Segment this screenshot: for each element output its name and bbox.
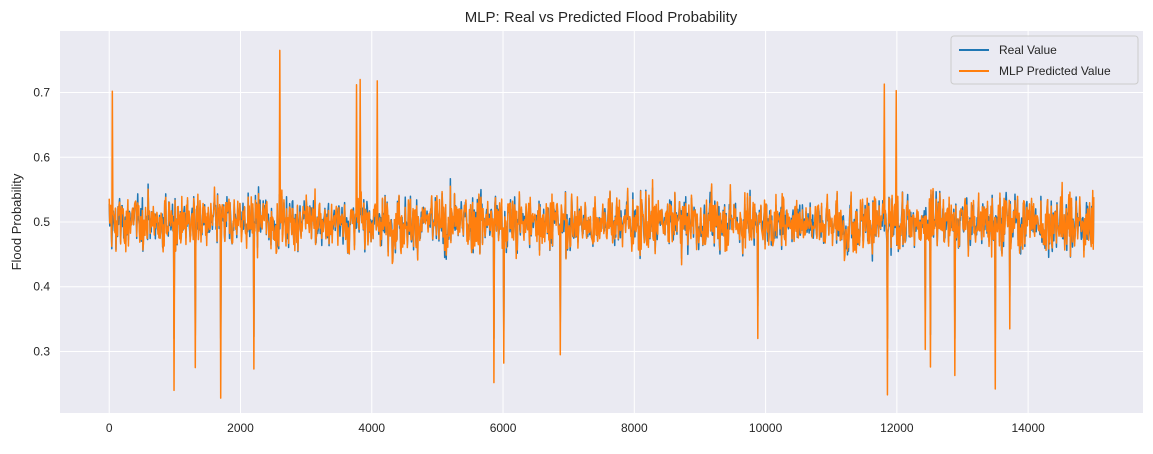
x-tick-label: 10000 (749, 421, 783, 435)
x-tick-label: 12000 (880, 421, 914, 435)
y-tick-labels: 0.3 0.4 0.5 0.6 0.7 (33, 86, 50, 359)
y-tick-label: 0.5 (33, 215, 50, 229)
x-tick-label: 14000 (1011, 421, 1045, 435)
y-tick-label: 0.7 (33, 86, 50, 100)
y-tick-label: 0.4 (33, 280, 50, 294)
series-layer (108, 49, 1095, 399)
legend-box (950, 35, 1139, 85)
series-line-mlp-predicted-value (108, 49, 1095, 399)
x-tick-label: 6000 (490, 421, 517, 435)
chart-title: MLP: Real vs Predicted Flood Probability (465, 9, 738, 26)
x-tick-labels: 0 2000 4000 6000 8000 10000 12000 14000 (106, 421, 1045, 435)
legend: Real Value MLP Predicted Value (950, 35, 1139, 85)
y-tick-label: 0.3 (33, 344, 50, 358)
x-tick-label: 2000 (227, 421, 254, 435)
x-tick-label: 8000 (621, 421, 648, 435)
legend-label: MLP Predicted Value (999, 64, 1111, 78)
y-axis-label: Flood Probability (9, 173, 24, 270)
y-tick-label: 0.6 (33, 150, 50, 164)
x-tick-label: 0 (106, 421, 113, 435)
x-tick-label: 4000 (358, 421, 385, 435)
legend-label: Real Value (999, 43, 1057, 57)
